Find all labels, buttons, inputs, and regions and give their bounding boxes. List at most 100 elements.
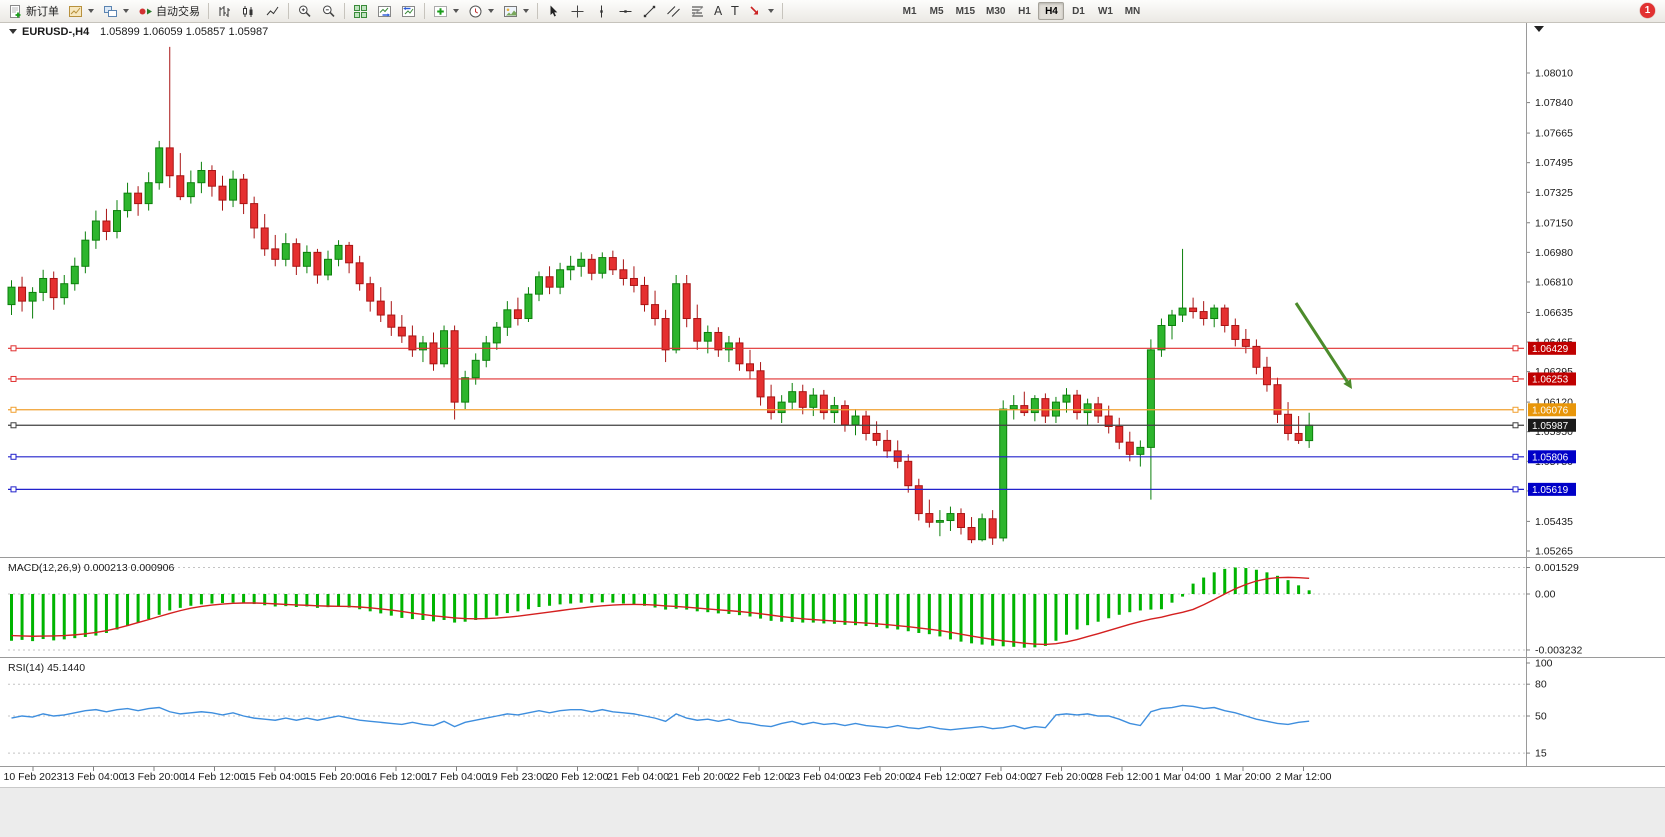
- svg-text:1.05619: 1.05619: [1532, 485, 1569, 496]
- timeframe-button-m30[interactable]: M30: [981, 2, 1010, 20]
- crosshair-tool-button[interactable]: [566, 2, 589, 21]
- toolbar-separator: [424, 3, 425, 19]
- line-handle[interactable]: [10, 422, 17, 429]
- notification-badge[interactable]: 1: [1640, 3, 1655, 18]
- line-chart-icon: [266, 6, 279, 15]
- line-handle[interactable]: [1512, 486, 1519, 493]
- scroll-to-end-icon[interactable]: [1534, 26, 1544, 32]
- zoom-out-button[interactable]: [317, 2, 340, 21]
- new-order-button[interactable]: 新订单: [4, 2, 63, 21]
- line-handle[interactable]: [10, 453, 17, 460]
- tile-windows-button[interactable]: [349, 2, 372, 21]
- dropdown-caret-icon: [453, 9, 459, 13]
- price-tag: [1528, 418, 1576, 432]
- svg-text:1.05435: 1.05435: [1535, 516, 1573, 528]
- line-handle[interactable]: [1512, 422, 1519, 429]
- time-label: 22 Feb 12:00: [728, 771, 790, 783]
- timeframe-button-mn[interactable]: MN: [1119, 2, 1145, 20]
- level-lines[interactable]: 1.06429 1.06253 1.06076 1.05987 1.05806 1.056…: [8, 341, 1576, 496]
- new-chart-icon: [69, 5, 82, 17]
- time-label: 1 Mar 20:00: [1215, 771, 1271, 783]
- bar-chart-button[interactable]: [213, 2, 236, 21]
- line-handle[interactable]: [1512, 375, 1519, 382]
- line-handle[interactable]: [10, 486, 17, 493]
- horizontal-line-tool-button[interactable]: [614, 2, 637, 21]
- trendline-icon: [643, 5, 656, 17]
- zoom-in-button[interactable]: [293, 2, 316, 21]
- crosshair-icon: [571, 5, 584, 17]
- label-tool-button[interactable]: T: [727, 2, 742, 21]
- line-handle[interactable]: [1512, 406, 1519, 413]
- text-tool-button[interactable]: A: [710, 2, 726, 21]
- channel-tool-button[interactable]: [662, 2, 685, 21]
- time-label: 21 Feb 20:00: [668, 771, 730, 783]
- timeframe-button-w1[interactable]: W1: [1092, 2, 1118, 20]
- time-label: 28 Feb 12:00: [1091, 771, 1153, 783]
- toolbar-separator: [344, 3, 345, 19]
- cursor-tool-button[interactable]: [542, 2, 565, 21]
- line-handle[interactable]: [1512, 345, 1519, 352]
- trend-arrow[interactable]: [1294, 302, 1352, 389]
- bar-chart-icon: [219, 5, 230, 17]
- timeframe-button-d1[interactable]: D1: [1065, 2, 1091, 20]
- trendline-tool-button[interactable]: [638, 2, 661, 21]
- line-handle[interactable]: [10, 345, 17, 352]
- timeframe-button-m1[interactable]: M1: [897, 2, 923, 20]
- templates-button[interactable]: [499, 2, 533, 21]
- line-handle[interactable]: [1512, 453, 1519, 460]
- toolbar-separator: [208, 3, 209, 19]
- svg-text:1.06810: 1.06810: [1535, 276, 1573, 288]
- tile-windows-icon: [354, 4, 367, 18]
- chart-canvas[interactable]: 1.08010 1.07840 1.07665 1.07495 1.07325 1.071…: [0, 23, 1665, 837]
- indicators-button[interactable]: [429, 2, 463, 21]
- line-chart-button[interactable]: [261, 2, 284, 21]
- dropdown-caret-icon: [488, 9, 494, 13]
- svg-text:100: 100: [1535, 658, 1553, 670]
- candlestick-chart-button[interactable]: [237, 2, 260, 21]
- new-order-label: 新订单: [26, 6, 59, 18]
- cursor-icon: [550, 5, 558, 16]
- svg-text:1.06076: 1.06076: [1532, 405, 1569, 416]
- svg-text:1.07495: 1.07495: [1535, 157, 1573, 169]
- label-tool-label: T: [731, 3, 739, 18]
- arrow-head-icon: [1343, 379, 1352, 389]
- svg-text:1.06635: 1.06635: [1535, 307, 1573, 319]
- svg-text:1.05265: 1.05265: [1535, 546, 1573, 558]
- timeframe-button-m15[interactable]: M15: [951, 2, 980, 20]
- timeframe-group: M1 M5 M15 M30 H1 H4 D1 W1 MN: [897, 2, 1146, 20]
- periods-button[interactable]: [464, 2, 498, 21]
- dropdown-caret-icon: [523, 9, 529, 13]
- periods-clock-icon: [469, 5, 482, 17]
- line-handle[interactable]: [10, 375, 17, 382]
- time-label: 24 Feb 12:00: [910, 771, 972, 783]
- timeframe-button-m5[interactable]: M5: [924, 2, 950, 20]
- auto-scroll-button[interactable]: [373, 2, 396, 21]
- new-chart-button[interactable]: [64, 2, 98, 21]
- svg-text:1.06253: 1.06253: [1532, 374, 1569, 385]
- fibonacci-tool-button[interactable]: [686, 2, 709, 21]
- vertical-line-tool-button[interactable]: [590, 2, 613, 21]
- time-label: 15 Feb 04:00: [244, 771, 306, 783]
- svg-text:50: 50: [1535, 711, 1547, 723]
- line-handle[interactable]: [10, 406, 17, 413]
- arrows-tool-button[interactable]: [744, 2, 778, 21]
- svg-text:1.07325: 1.07325: [1535, 187, 1573, 199]
- profiles-button[interactable]: [99, 2, 133, 21]
- chart-background: [0, 23, 1665, 837]
- time-label: 13 Feb 20:00: [123, 771, 185, 783]
- symbol-collapse-icon[interactable]: [9, 29, 17, 34]
- symbol-title: EURUSD-,H4: [22, 26, 90, 38]
- svg-text:-0.003232: -0.003232: [1535, 644, 1582, 656]
- svg-text:1.05806: 1.05806: [1532, 452, 1569, 463]
- timeframe-button-h4[interactable]: H4: [1038, 2, 1065, 20]
- toolbar-separator: [537, 3, 538, 19]
- time-label: 17 Feb 04:00: [426, 771, 488, 783]
- timeframe-button-h1[interactable]: H1: [1011, 2, 1037, 20]
- auto-trading-button[interactable]: 自动交易: [134, 2, 204, 21]
- time-label: 1 Mar 04:00: [1154, 771, 1210, 783]
- price-tag: [1528, 341, 1576, 355]
- rsi-label: RSI(14) 45.1440: [8, 662, 85, 674]
- chart-area: 1.08010 1.07840 1.07665 1.07495 1.07325 1.071…: [0, 23, 1665, 837]
- horizontal-line-icon: [619, 9, 632, 13]
- chart-shift-button[interactable]: [397, 2, 420, 21]
